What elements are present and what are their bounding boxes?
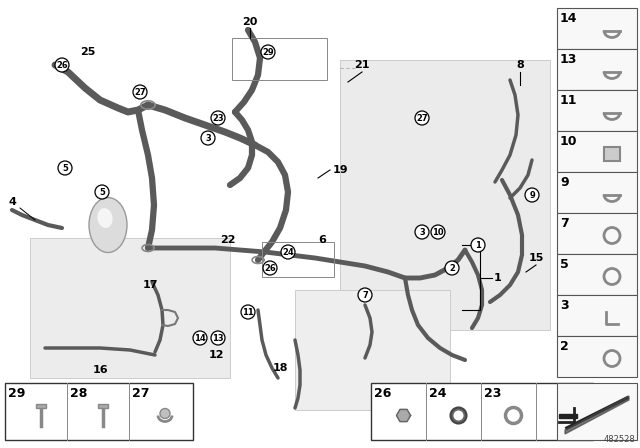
Text: 12: 12 [208,350,224,360]
Text: 27: 27 [134,87,146,96]
Text: 2: 2 [449,263,455,272]
Text: 5: 5 [560,258,569,271]
Text: 7: 7 [560,217,569,230]
Circle shape [211,111,225,125]
Circle shape [415,225,429,239]
Polygon shape [559,414,577,418]
Bar [557,336,637,377]
Text: 1: 1 [475,241,481,250]
Text: 11: 11 [560,94,577,107]
Circle shape [193,331,207,345]
Text: 23: 23 [484,387,501,400]
Circle shape [201,131,215,145]
Bar [557,172,637,213]
Text: 2: 2 [560,340,569,353]
Circle shape [241,305,255,319]
Bar [557,90,637,131]
Text: 14: 14 [560,12,577,25]
Text: 10: 10 [432,228,444,237]
Text: 11: 11 [242,307,254,316]
Bar [557,213,637,254]
Text: 9: 9 [529,190,535,199]
Circle shape [525,188,539,202]
Bar [604,146,620,160]
Circle shape [133,85,147,99]
Text: 23: 23 [212,113,224,122]
Text: 6: 6 [318,235,326,245]
Polygon shape [565,396,629,434]
Bar [557,383,637,440]
Text: 29: 29 [262,47,274,56]
Text: 9: 9 [560,176,568,189]
Text: 22: 22 [220,235,236,245]
Text: 3: 3 [205,134,211,142]
Bar [98,404,108,408]
Text: 17: 17 [142,280,157,290]
Bar [36,404,46,408]
Text: 29: 29 [8,387,26,400]
Circle shape [431,225,445,239]
Text: 24: 24 [282,247,294,257]
Text: 26: 26 [56,60,68,69]
Text: 1: 1 [494,273,502,283]
Bar [295,290,450,410]
Bar [557,131,637,172]
Polygon shape [397,409,410,422]
Text: 28: 28 [70,387,88,400]
Circle shape [211,331,225,345]
Circle shape [95,185,109,199]
Bar [340,60,550,330]
Text: 13: 13 [212,333,224,343]
Bar [5,383,193,440]
Text: 21: 21 [355,60,370,70]
Bar [557,8,637,49]
Circle shape [281,245,295,259]
Text: 5: 5 [99,188,105,197]
Text: 3: 3 [560,299,568,312]
Text: 25: 25 [80,47,96,57]
Text: 16: 16 [92,365,108,375]
Circle shape [358,288,372,302]
Circle shape [261,45,275,59]
Text: 27: 27 [132,387,150,400]
Text: 27: 27 [416,113,428,122]
Bar [557,295,637,336]
Circle shape [160,409,170,418]
Text: 26: 26 [374,387,392,400]
Text: 482528: 482528 [604,435,635,444]
Circle shape [471,238,485,252]
Circle shape [415,111,429,125]
Text: 18: 18 [272,363,288,373]
Text: 4: 4 [8,197,16,207]
Ellipse shape [97,208,113,228]
Text: 13: 13 [560,53,577,66]
Text: 3: 3 [419,228,425,237]
Text: 19: 19 [332,165,348,175]
Bar [557,49,637,90]
Circle shape [58,161,72,175]
Text: 14: 14 [194,333,206,343]
Bar [557,254,637,295]
Circle shape [451,408,467,423]
Text: 10: 10 [560,135,577,148]
Bar [232,38,327,80]
Text: 24: 24 [429,387,447,400]
Text: 26: 26 [264,263,276,272]
Bar [262,242,334,277]
Bar [371,383,593,440]
Text: 5: 5 [62,164,68,172]
Text: 20: 20 [243,17,258,27]
Circle shape [55,58,69,72]
Circle shape [454,410,463,421]
Bar [30,238,230,378]
Circle shape [263,261,277,275]
Text: 7: 7 [362,290,368,300]
Circle shape [445,261,459,275]
Ellipse shape [89,198,127,253]
Text: 8: 8 [516,60,524,70]
Text: 15: 15 [528,253,544,263]
